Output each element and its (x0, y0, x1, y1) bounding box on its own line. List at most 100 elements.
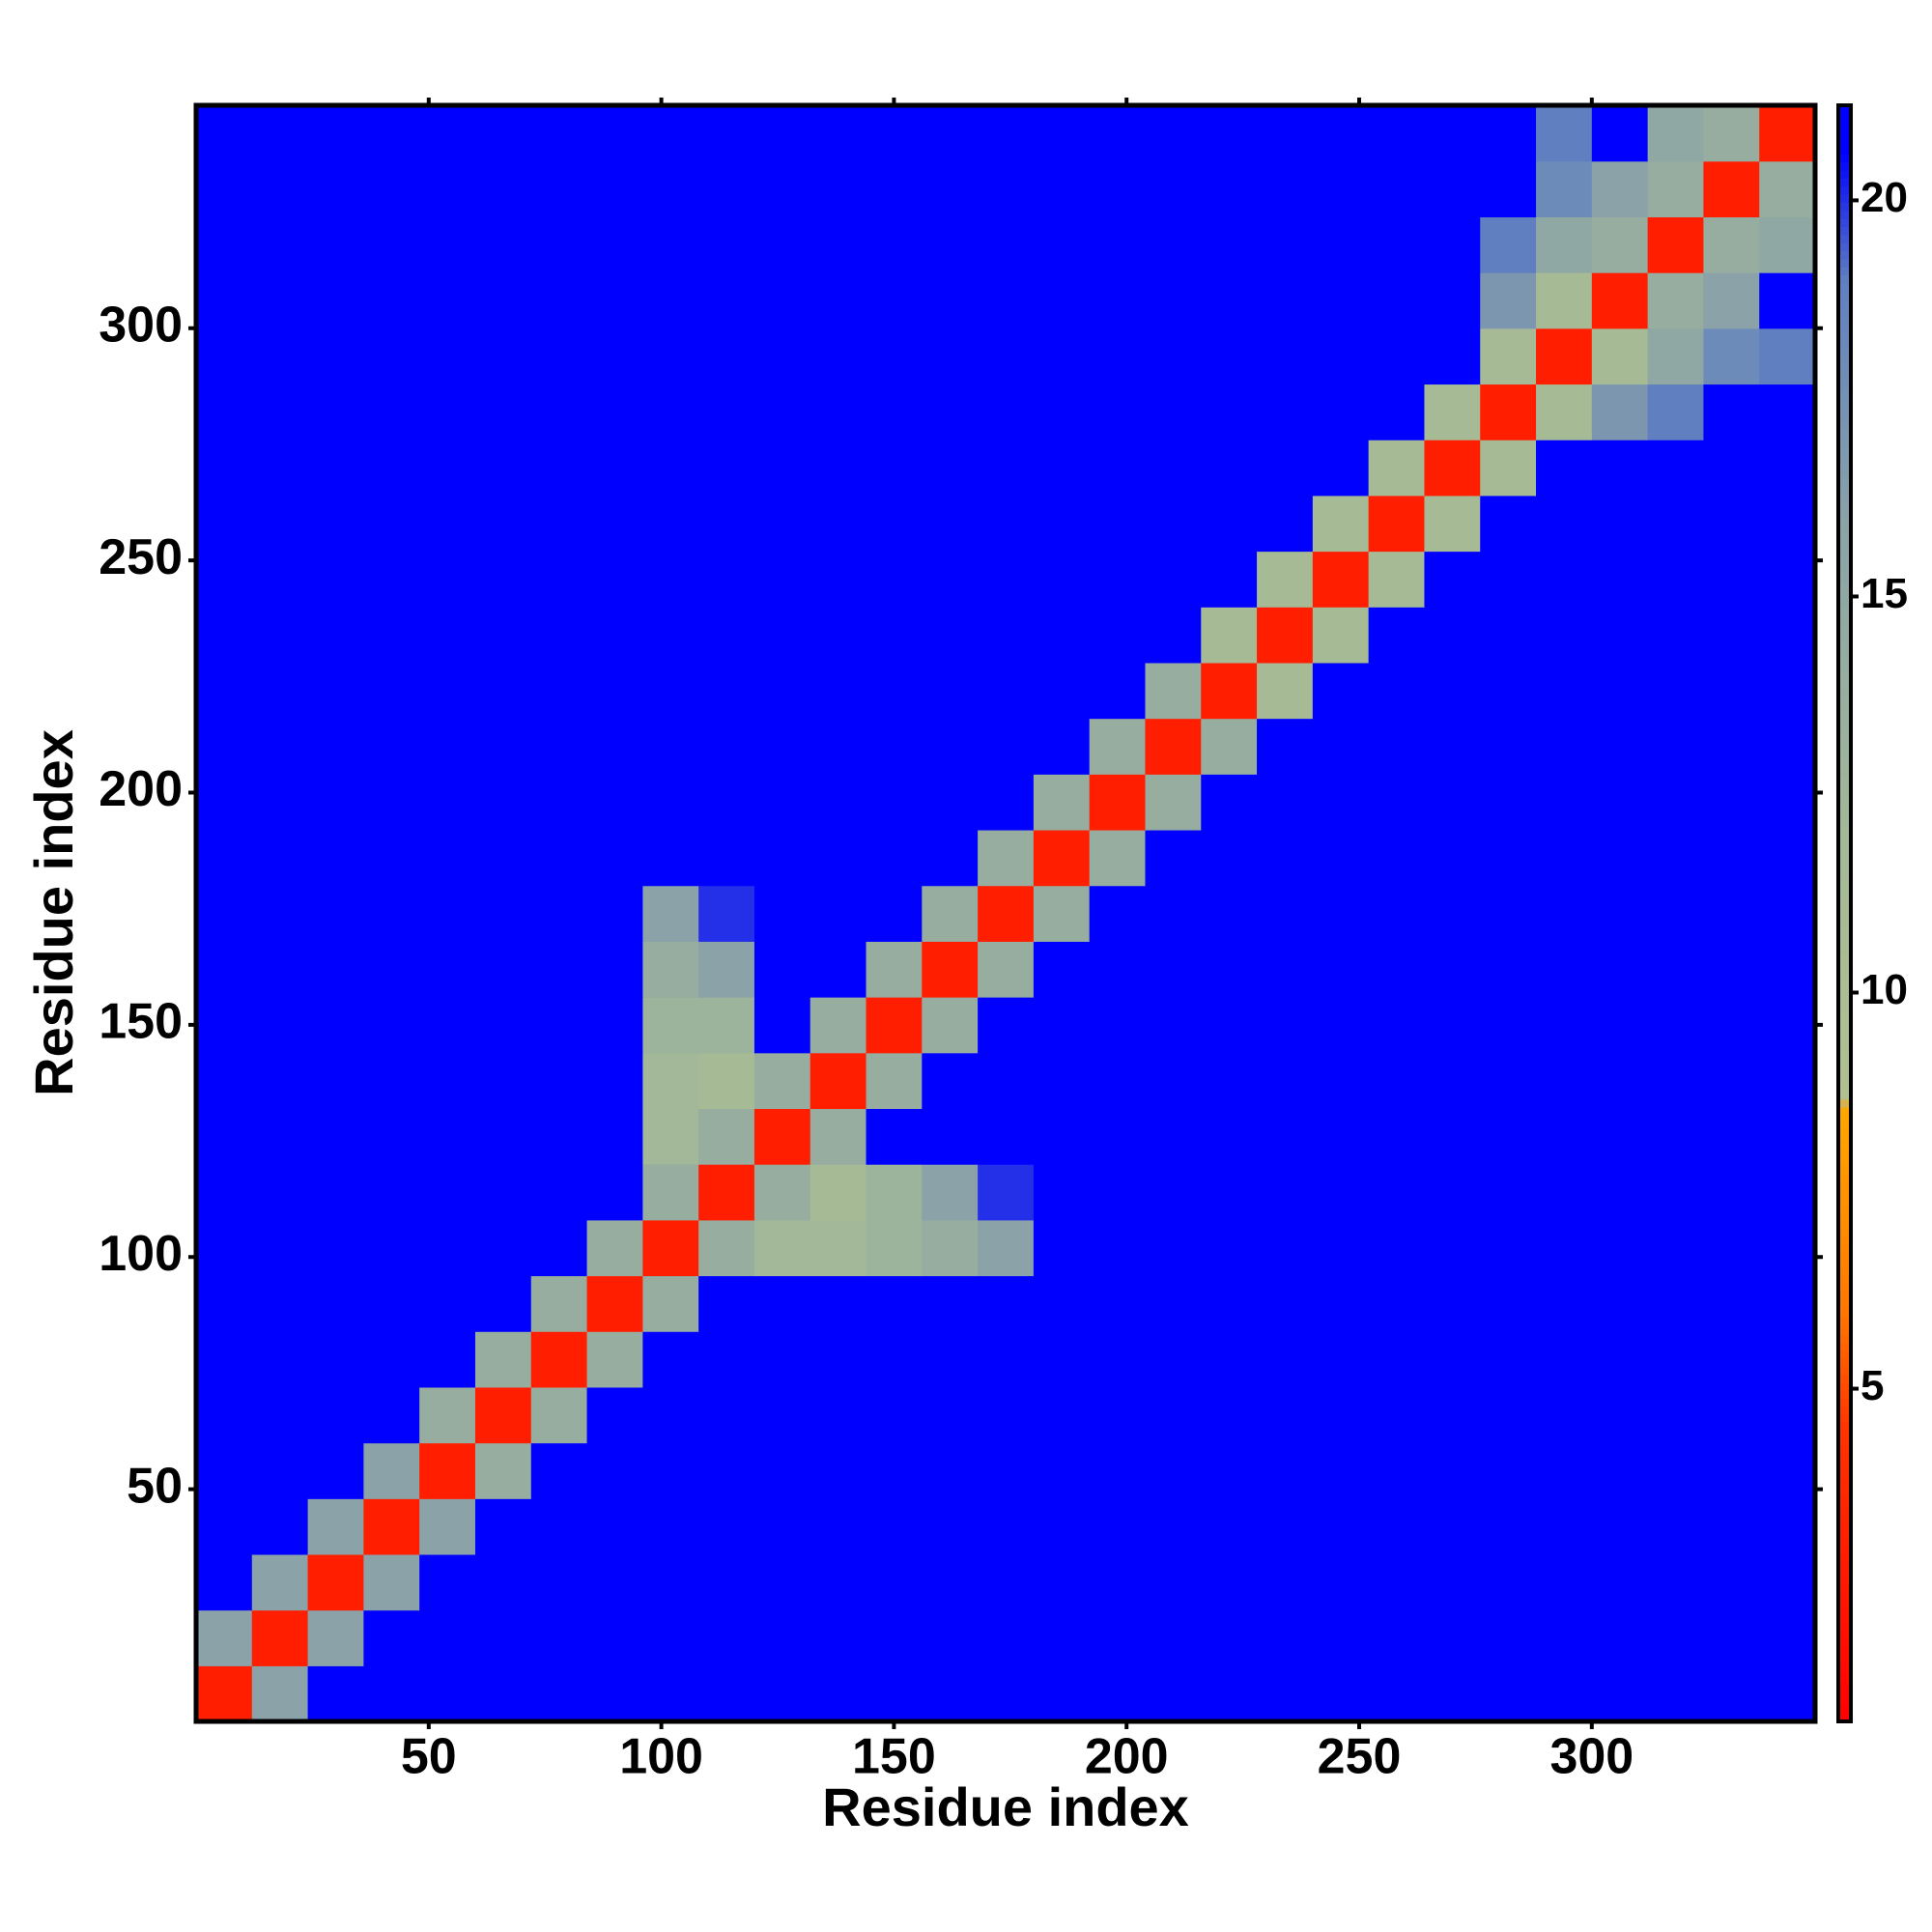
colorbar-segment (1838, 161, 1851, 171)
colorbar-segment (1838, 1503, 1851, 1513)
colorbar-segment (1838, 727, 1851, 736)
heat-cell (1257, 1442, 1314, 1499)
heat-cell (196, 1442, 253, 1499)
heat-cell (196, 1498, 253, 1555)
heat-cell (419, 1164, 476, 1221)
heat-cell (753, 774, 811, 831)
colorbar-segment (1838, 776, 1851, 785)
colorbar-segment (1838, 589, 1851, 599)
heat-cell (698, 327, 755, 385)
heat-cell (1145, 607, 1202, 664)
colorbar-segment (1838, 872, 1851, 882)
heat-cell (922, 1665, 979, 1722)
heat-cell (642, 440, 699, 497)
heat-cell (419, 662, 476, 720)
heat-cell (642, 1609, 699, 1666)
heat-cell (586, 1275, 643, 1332)
heat-cell (1089, 997, 1147, 1054)
heat-cell (1201, 1498, 1258, 1555)
colorbar-segment (1838, 1252, 1851, 1262)
x-axis-label: Residue index (822, 1776, 1189, 1837)
heat-cell (922, 1553, 979, 1611)
heat-cell (1089, 718, 1147, 775)
heat-cell (1033, 216, 1091, 273)
colorbar-segment (1838, 670, 1851, 680)
heat-cell (307, 327, 364, 385)
heat-cell (1368, 1665, 1426, 1722)
heat-cell (1591, 829, 1649, 887)
heat-cell (586, 607, 643, 664)
heat-cell (1145, 327, 1202, 385)
heat-cell (1257, 1386, 1314, 1444)
heat-cell (1480, 272, 1537, 329)
heat-cell (307, 997, 364, 1054)
heat-cell (1033, 829, 1091, 887)
heat-cell (251, 440, 309, 497)
heat-cell (1145, 384, 1202, 440)
heat-cell (810, 1386, 867, 1444)
heat-cell (1647, 997, 1705, 1054)
heat-cell (1089, 551, 1147, 608)
heat-cell (698, 1275, 755, 1332)
heat-cell (1424, 1219, 1481, 1277)
heat-cell (196, 1386, 253, 1444)
heat-cell (1368, 1331, 1426, 1388)
heat-cell (307, 105, 364, 162)
heat-cell (530, 941, 588, 998)
heat-cell (1647, 440, 1705, 497)
heat-cell (1089, 440, 1147, 497)
heat-cell (196, 272, 253, 329)
heat-cell (1145, 1553, 1202, 1611)
heat-cell (1312, 216, 1370, 273)
heat-cell (530, 1442, 588, 1499)
heat-cell (978, 662, 1035, 720)
heat-cell (1368, 1553, 1426, 1611)
heat-cell (866, 384, 923, 440)
heat-cell (1536, 551, 1593, 608)
heat-cell (474, 1665, 532, 1722)
heat-cell (363, 1052, 420, 1110)
heat-cell (363, 1442, 420, 1499)
heat-cell (530, 551, 588, 608)
heat-cell (753, 440, 811, 497)
colorbar-segment (1838, 1689, 1851, 1698)
colorbar-segment (1838, 1365, 1851, 1375)
heat-cell (307, 1609, 364, 1666)
heat-cell (363, 1553, 420, 1611)
heat-cell (1647, 1665, 1705, 1722)
heat-cell (1424, 829, 1481, 887)
heat-cell (1536, 1442, 1593, 1499)
colorbar-segment (1838, 387, 1851, 397)
heat-cell (1257, 1553, 1314, 1611)
heat-cell (922, 607, 979, 664)
heat-cell (474, 272, 532, 329)
heat-cell (1759, 495, 1816, 553)
heat-cell (1480, 440, 1537, 497)
colorbar-segment (1838, 242, 1851, 252)
heat-cell (1312, 997, 1370, 1054)
heat-cell (753, 1665, 811, 1722)
heat-cell (251, 829, 309, 887)
heat-cell (1368, 384, 1426, 440)
heat-cell (530, 607, 588, 664)
heat-cell (307, 662, 364, 720)
heat-cell (530, 997, 588, 1054)
colorbar-segment (1838, 1115, 1851, 1124)
heat-cell (1089, 885, 1147, 942)
heat-cell (922, 1219, 979, 1277)
heat-cell (586, 1609, 643, 1666)
heat-cell (1089, 1553, 1147, 1611)
heat-cell (474, 829, 532, 887)
heat-cell (474, 662, 532, 720)
colorbar-segment (1838, 1018, 1851, 1028)
heat-cell (1368, 1052, 1426, 1110)
heat-cell (1647, 1108, 1705, 1165)
heat-cell (922, 774, 979, 831)
colorbar-segment (1838, 1648, 1851, 1658)
heat-cell (307, 440, 364, 497)
heat-cell (474, 1052, 532, 1110)
heat-cell (530, 774, 588, 831)
colorbar-segment (1838, 1438, 1851, 1448)
heat-cell (586, 1108, 643, 1165)
colorbar-segment (1838, 1002, 1851, 1011)
